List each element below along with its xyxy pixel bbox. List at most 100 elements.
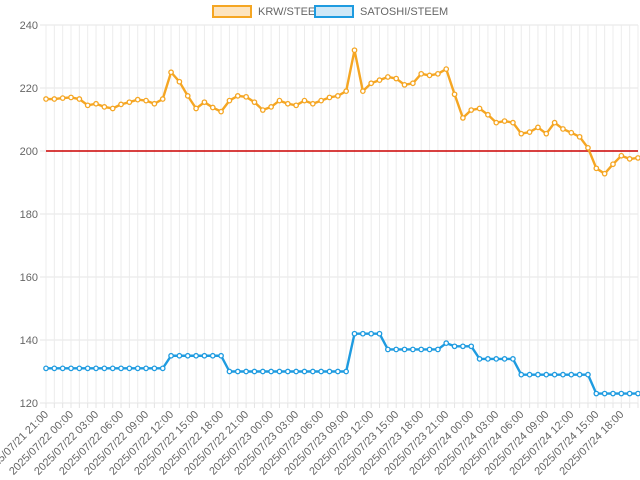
satoshi-steem-point bbox=[610, 390, 616, 397]
y-tick-label: 220 bbox=[20, 83, 38, 95]
krw-steem-point bbox=[168, 69, 174, 76]
satoshi-steem-point bbox=[635, 390, 640, 397]
krw-steem-point bbox=[218, 108, 224, 115]
krw-steem-point bbox=[401, 82, 408, 88]
krw-steem-point bbox=[326, 94, 333, 101]
krw-steem-point bbox=[426, 72, 433, 79]
krw-steem-point bbox=[93, 100, 99, 107]
krw-steem-point bbox=[510, 119, 516, 126]
krw-steem-point bbox=[268, 104, 274, 110]
krw-steem-point bbox=[476, 105, 483, 112]
krw-steem-point bbox=[301, 97, 308, 104]
satoshi-steem-point bbox=[385, 346, 391, 353]
krw-steem-point bbox=[485, 111, 491, 118]
krw-steem-point bbox=[493, 119, 500, 126]
satoshi-steem-point bbox=[343, 368, 350, 375]
satoshi-steem-point bbox=[59, 365, 66, 372]
satoshi-steem-point bbox=[184, 352, 191, 359]
krw-steem-point bbox=[451, 91, 458, 98]
krw-steem-point bbox=[84, 102, 91, 109]
krw-steem-point bbox=[610, 161, 616, 168]
y-tick-label: 120 bbox=[20, 398, 38, 410]
krw-steem-point bbox=[176, 78, 183, 85]
krw-steem-point bbox=[201, 99, 208, 106]
satoshi-steem-point bbox=[585, 371, 591, 378]
satoshi-steem-point bbox=[568, 371, 575, 378]
y-axis: 120 140 160 180 200 220 240 bbox=[20, 20, 38, 410]
krw-steem-point bbox=[368, 80, 375, 87]
satoshi-steem-point bbox=[243, 368, 249, 375]
satoshi-steem-point bbox=[218, 352, 224, 359]
satoshi-steem-point bbox=[460, 343, 466, 350]
krw-steem-point bbox=[543, 130, 550, 137]
satoshi-steem-point bbox=[168, 352, 174, 359]
krw-steem-point bbox=[359, 88, 366, 95]
satoshi-steem-point bbox=[376, 330, 383, 337]
krw-steem-point bbox=[309, 100, 316, 107]
krw-steem-point bbox=[334, 93, 341, 99]
krw-steem-point bbox=[251, 99, 258, 106]
y-tick-label: 200 bbox=[20, 146, 38, 158]
krw-steem-point bbox=[318, 97, 325, 104]
satoshi-steem-point bbox=[359, 330, 366, 337]
krw-steem-point bbox=[635, 155, 640, 161]
satoshi-steem-point bbox=[284, 368, 291, 375]
satoshi-steem-point bbox=[576, 371, 583, 378]
krw-steem-point bbox=[526, 129, 533, 135]
krw-steem-point bbox=[385, 74, 391, 80]
krw-steem-legend-label: KRW/STEEM bbox=[258, 6, 324, 18]
krw-steem-point bbox=[109, 105, 116, 112]
y-tick-label: 140 bbox=[20, 335, 38, 347]
krw-steem-point bbox=[68, 94, 74, 101]
satoshi-steem-point bbox=[593, 390, 600, 397]
satoshi-steem-point bbox=[476, 356, 483, 362]
satoshi-steem-point bbox=[493, 356, 500, 362]
krw-steem-point bbox=[443, 66, 450, 72]
krw-steem-point bbox=[343, 88, 350, 95]
krw-steem-point bbox=[226, 97, 233, 104]
krw-steem-point bbox=[593, 165, 600, 172]
satoshi-steem-point bbox=[101, 365, 108, 372]
satoshi-steem-point bbox=[510, 356, 516, 362]
krw-steem-point bbox=[184, 93, 191, 99]
satoshi-steem-point bbox=[293, 368, 299, 375]
satoshi-steem-point bbox=[443, 340, 450, 346]
satoshi-steem-point bbox=[193, 352, 199, 359]
satoshi-steem-point bbox=[151, 365, 158, 372]
satoshi-steem-point bbox=[326, 368, 333, 375]
krw-steem-point bbox=[43, 96, 49, 102]
y-tick-label: 180 bbox=[20, 209, 38, 221]
krw-steem-point bbox=[376, 77, 383, 83]
krw-steem-point bbox=[410, 80, 416, 87]
krw-steem-point bbox=[76, 96, 83, 102]
satoshi-steem-point bbox=[426, 346, 433, 353]
krw-steem-point bbox=[618, 152, 625, 159]
satoshi-steem-point bbox=[43, 365, 49, 372]
krw-steem-point bbox=[576, 133, 583, 140]
krw-steem-line bbox=[46, 49, 639, 175]
satoshi-steem-point bbox=[401, 346, 408, 353]
satoshi-steem-point bbox=[251, 368, 258, 375]
satoshi-steem-point bbox=[468, 343, 475, 350]
krw-steem-point bbox=[351, 47, 358, 54]
y-tick-label: 240 bbox=[20, 20, 38, 32]
krw-steem-point bbox=[209, 104, 216, 111]
satoshi-steem-point bbox=[159, 365, 166, 372]
krw-steem-point bbox=[551, 119, 558, 126]
krw-steem-point bbox=[560, 126, 566, 132]
krw-steem-point bbox=[435, 70, 441, 77]
krw-steem-point bbox=[276, 97, 283, 104]
grid-lines bbox=[40, 24, 639, 408]
satoshi-steem-point bbox=[118, 365, 124, 372]
satoshi-steem-point bbox=[543, 371, 550, 378]
satoshi-steem-point bbox=[201, 352, 208, 359]
satoshi-steem-point bbox=[626, 390, 633, 397]
krw-steem-point bbox=[468, 107, 475, 113]
krw-steem-point bbox=[626, 156, 633, 162]
satoshi-steem-point bbox=[351, 330, 358, 337]
satoshi-steem-point bbox=[143, 365, 149, 372]
satoshi-steem-point bbox=[301, 368, 308, 375]
satoshi-steem-point bbox=[393, 346, 400, 353]
